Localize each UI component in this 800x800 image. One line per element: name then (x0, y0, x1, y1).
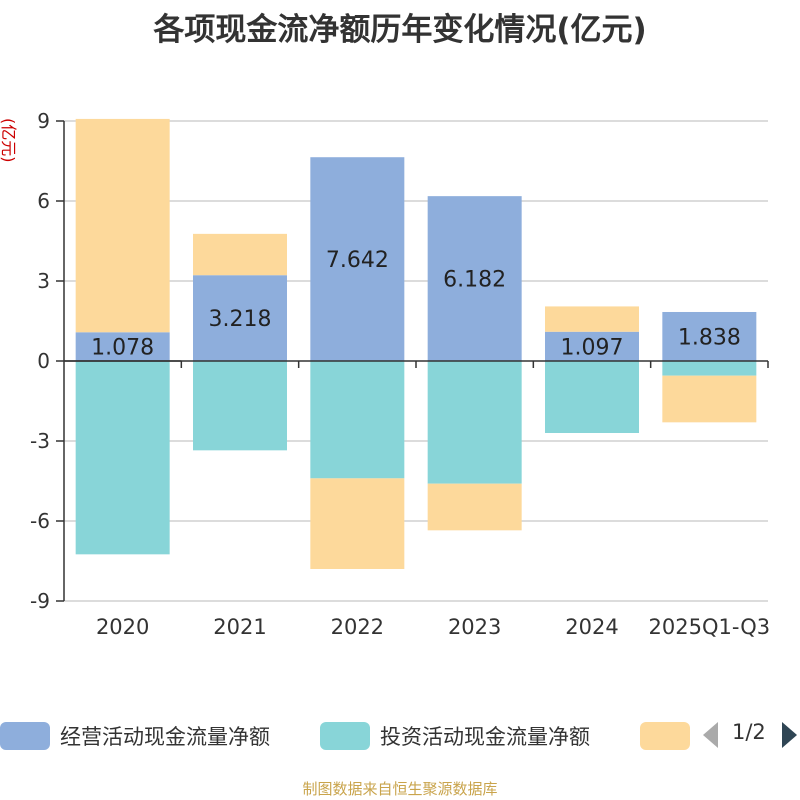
legend-swatch-operating (0, 722, 50, 750)
source-footer: 制图数据来自恒生聚源数据库 (302, 780, 498, 798)
legend-label-investing: 投资活动现金流量净额 (380, 725, 590, 749)
data-label-operating-2023: 6.182 (443, 268, 506, 293)
y-tick-label: -3 (30, 429, 50, 453)
legend-label-operating: 经营活动现金流量净额 (60, 725, 270, 749)
data-label-operating-2025Q1-Q3: 1.838 (678, 325, 741, 350)
label-layer: 1.078 3.218 7.642 6.182 1.097 1.838 (91, 248, 741, 361)
x-tick-label-2024: 2024 (565, 615, 618, 639)
bar-operating-2022[interactable] (310, 157, 405, 361)
bar-financing-2020[interactable] (75, 118, 170, 333)
bar-investing-2022[interactable] (310, 361, 405, 479)
y-tick-label: 0 (37, 349, 50, 373)
bar-operating-2023[interactable] (427, 196, 522, 361)
x-tick-label-2025Q1-Q3: 2025Q1-Q3 (649, 615, 771, 639)
bar-financing-2024[interactable] (545, 306, 639, 332)
bar-operating-2024[interactable] (545, 331, 639, 361)
grid-layer (64, 120, 768, 602)
y-axis-unit-label: (亿元) (0, 118, 18, 163)
y-tick-label: 6 (37, 189, 50, 213)
legend-swatch-investing (320, 722, 370, 750)
data-label-operating-2021: 3.218 (209, 307, 272, 332)
y-tick-label: 9 (37, 109, 50, 133)
chart-title: 各项现金流净额历年变化情况(亿元) (153, 12, 647, 48)
x-tick-label-2021: 2021 (213, 615, 266, 639)
bar-operating-2025Q1-Q3[interactable] (662, 311, 757, 361)
x-tick-label-2023: 2023 (448, 615, 501, 639)
y-tick-label: -9 (30, 589, 50, 613)
bar-operating-2020[interactable] (75, 332, 170, 361)
bar-investing-2021[interactable] (193, 361, 287, 451)
bar-financing-2025Q1-Q3[interactable] (662, 375, 757, 423)
legend-page-indicator: 1/2 (732, 720, 766, 744)
data-label-operating-2022: 7.642 (326, 248, 389, 273)
legend-item-operating[interactable]: 经营活动现金流量净额 (0, 716, 270, 756)
bar-investing-2020[interactable] (75, 361, 170, 555)
y-tick-label: 3 (37, 269, 50, 293)
bar-investing-2024[interactable] (545, 361, 639, 433)
bar-operating-2021[interactable] (193, 275, 287, 361)
x-tick-label-2022: 2022 (331, 615, 384, 639)
legend-prev-icon[interactable] (703, 722, 718, 748)
legend-next-icon[interactable] (782, 722, 797, 748)
axis-layer: 9 6 3 0 -3 -6 -9 2020 2021 2022 2023 2024 2025Q1-Q3 (30, 109, 770, 639)
legend-item-investing[interactable]: 投资活动现金流量净额 (320, 716, 590, 756)
data-label-operating-2024: 1.097 (561, 335, 624, 360)
bar-layer (75, 118, 757, 569)
x-tick-label-2020: 2020 (96, 615, 149, 639)
y-tick-label: -6 (30, 509, 50, 533)
legend-item-financing[interactable] (640, 716, 690, 756)
data-label-operating-2020: 1.078 (91, 336, 154, 361)
bar-financing-2021[interactable] (193, 233, 287, 276)
legend-swatch-financing (640, 722, 690, 750)
bar-financing-2022[interactable] (310, 478, 405, 569)
bar-investing-2023[interactable] (427, 361, 522, 484)
bar-financing-2023[interactable] (427, 483, 522, 531)
bar-investing-2025Q1-Q3[interactable] (662, 361, 757, 376)
